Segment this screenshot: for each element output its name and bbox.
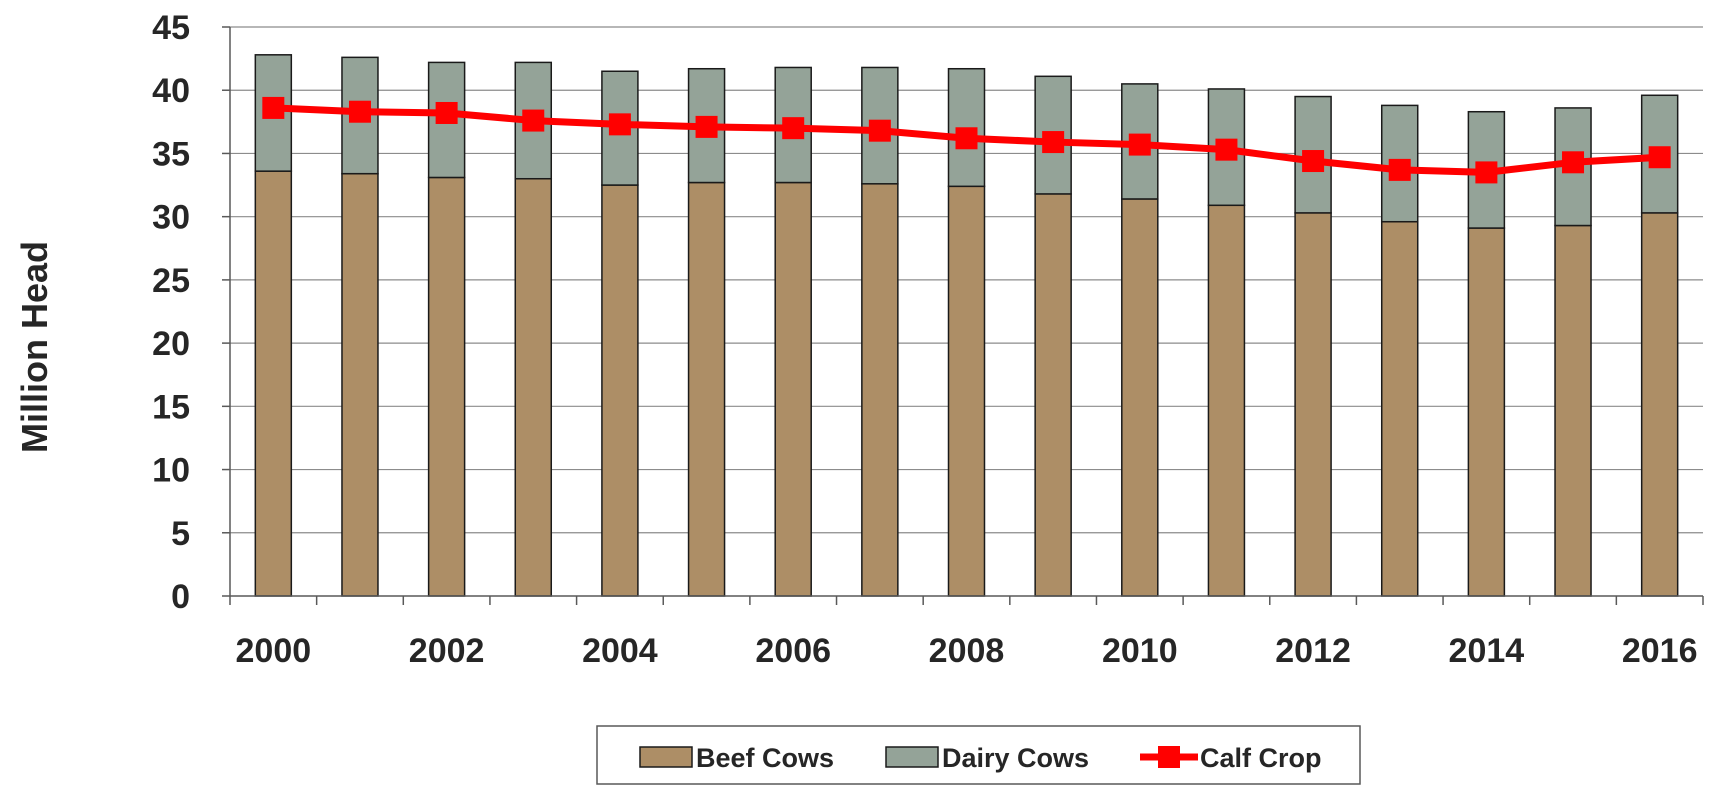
y-tick-label: 35 <box>152 135 190 173</box>
calf-crop-marker <box>868 119 891 142</box>
beef-cows-bar <box>1467 227 1506 597</box>
beef-cows-legend-swatch <box>639 746 693 768</box>
y-tick-label: 40 <box>152 72 190 110</box>
y-tick-label: 15 <box>152 388 190 426</box>
y-tick-labels: 0 5 10 15 20 25 30 35 40 45 <box>152 9 190 616</box>
axes <box>222 26 1704 605</box>
beef-cows-bar <box>1640 212 1679 597</box>
beef-cows-legend-label: Beef Cows <box>696 743 834 773</box>
y-axis-title: Million Head <box>14 241 55 453</box>
calf-crop-legend-label: Calf Crop <box>1200 743 1322 773</box>
y-tick-label: 45 <box>152 9 190 47</box>
dairy-cows-legend-swatch <box>885 746 939 768</box>
beef-cows-bar <box>1380 220 1419 597</box>
y-tick-label: 30 <box>152 199 190 237</box>
calf-crop-marker <box>262 96 285 119</box>
calf-crop-marker <box>782 117 805 140</box>
calf-crop-marker <box>1648 146 1671 169</box>
calf-crop-line <box>262 96 1671 184</box>
beef-cows-bar <box>427 176 466 597</box>
beef-cows-bar <box>1554 224 1592 597</box>
beef-cows-bar <box>601 184 639 597</box>
x-tick-label: 2008 <box>929 632 1005 670</box>
calf-crop-marker <box>695 115 718 138</box>
calf-crop-marker <box>1562 151 1585 174</box>
legend-box <box>596 725 1361 785</box>
calf-crop-marker <box>1128 133 1151 156</box>
beef-cows-bar <box>514 177 553 597</box>
calf-crop-marker <box>608 113 631 136</box>
beef-cows-bar <box>254 170 293 597</box>
calf-crop-marker <box>1475 161 1498 184</box>
x-tick-label: 2000 <box>236 632 312 670</box>
calf-crop-marker <box>435 101 458 124</box>
x-tick-label: 2016 <box>1622 632 1698 670</box>
x-tick-label: 2010 <box>1102 632 1178 670</box>
beef-cows-bar <box>341 172 379 597</box>
calf-crop-marker <box>955 127 978 150</box>
legend: Beef Cows Dairy Cows Calf Crop <box>596 725 1361 785</box>
beef-cows-bar <box>1294 212 1332 597</box>
x-tick-label: 2014 <box>1449 632 1525 670</box>
y-tick-label: 10 <box>152 452 190 490</box>
y-tick-label: 0 <box>171 578 190 616</box>
x-tick-label: 2006 <box>755 632 831 670</box>
y-tick-label: 5 <box>171 515 190 553</box>
calf-crop-marker <box>348 100 371 123</box>
beef-cows-bar <box>861 183 899 597</box>
calf-crop-marker <box>1042 131 1065 154</box>
calf-crop-marker <box>522 109 545 132</box>
beef-cows-bar <box>774 181 812 597</box>
beef-cows-bar <box>947 185 986 597</box>
dairy-cows-legend-label: Dairy Cows <box>942 743 1089 773</box>
x-tick-label: 2012 <box>1275 632 1351 670</box>
calf-crop-legend-marker <box>1158 746 1180 768</box>
beef-cows-bar <box>1207 204 1246 597</box>
y-tick-label: 20 <box>152 325 190 363</box>
x-tick-label: 2004 <box>582 632 658 670</box>
calf-crop-marker <box>1302 150 1325 173</box>
x-tick-label: 2002 <box>409 632 485 670</box>
beef-cows-bar <box>1034 193 1072 597</box>
x-tick-labels: 2000 2002 2004 2006 2008 2010 2012 2014 2016 <box>236 632 1698 670</box>
beef-cows-bar <box>1121 198 1159 597</box>
calf-crop-marker <box>1388 158 1411 181</box>
beef-cows-bar <box>687 181 726 597</box>
y-tick-label: 25 <box>152 262 190 300</box>
calf-crop-marker <box>1215 138 1238 161</box>
